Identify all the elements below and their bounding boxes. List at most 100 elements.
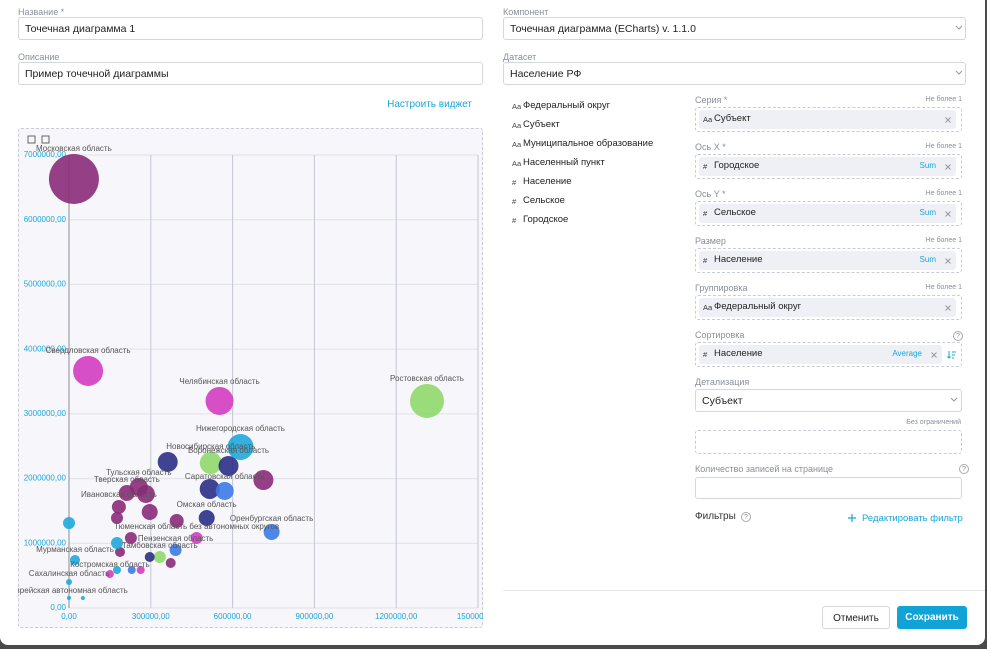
cancel-button[interactable]: Отменить bbox=[822, 606, 890, 629]
point-label: Ивановская область bbox=[81, 490, 157, 499]
description-input[interactable]: Пример точечной диаграммы bbox=[18, 62, 483, 85]
slot-drop[interactable] bbox=[695, 342, 962, 367]
bubble bbox=[114, 546, 125, 557]
bubble bbox=[215, 481, 234, 500]
page-size-input[interactable] bbox=[695, 477, 962, 499]
bubble bbox=[144, 552, 155, 563]
bubble bbox=[169, 544, 182, 557]
bubble bbox=[199, 478, 220, 499]
component-select[interactable]: Точечная диаграмма (ECharts) v. 1.1.0 bbox=[503, 17, 966, 40]
y-tick-label: 7000000,00 bbox=[24, 150, 67, 159]
chip-icon: Aa bbox=[703, 303, 713, 312]
bubble bbox=[69, 554, 80, 565]
bubble bbox=[263, 523, 280, 540]
chevron bbox=[955, 25, 963, 30]
bubble bbox=[169, 513, 184, 528]
detail-label: Детализация bbox=[695, 377, 750, 387]
remove-icon[interactable] bbox=[944, 116, 952, 124]
point-label: Тверская область bbox=[94, 475, 160, 484]
field-name[interactable]: Население bbox=[523, 176, 572, 187]
field-name[interactable]: Субъект bbox=[523, 119, 560, 130]
bubble bbox=[127, 566, 136, 575]
chart: 0,00 1000000,00 2000000,00 3000000,00 400000… bbox=[18, 135, 483, 621]
remove-icon[interactable] bbox=[930, 351, 938, 359]
y-tick-label: 0,00 bbox=[50, 603, 66, 612]
bubble bbox=[110, 511, 123, 524]
edit-filter[interactable]: Редактировать фильтр bbox=[862, 513, 963, 524]
chip-field: Городское bbox=[714, 160, 760, 171]
chip-agg[interactable]: Sum bbox=[919, 208, 936, 217]
bubble bbox=[110, 536, 123, 549]
slot-drop[interactable] bbox=[695, 248, 962, 273]
field-chip[interactable] bbox=[699, 298, 956, 317]
field-chip[interactable] bbox=[699, 204, 956, 223]
slot-limit: Не более 1 bbox=[925, 143, 962, 150]
slot-drop[interactable] bbox=[695, 201, 962, 226]
configure-link[interactable]: Настроить виджет bbox=[387, 99, 472, 110]
slot-label: Ось X * bbox=[695, 142, 726, 152]
save-button[interactable]: Сохранить bbox=[897, 606, 967, 629]
chip-icon: # bbox=[703, 350, 708, 359]
help-icon: ? bbox=[741, 512, 751, 522]
point-label: Свердловская область bbox=[46, 346, 131, 355]
toolbar[interactable] bbox=[27, 135, 50, 144]
field-chip[interactable] bbox=[699, 110, 956, 129]
field-name[interactable]: Сельское bbox=[523, 195, 565, 206]
slot-drop[interactable] bbox=[695, 295, 962, 320]
x-tick-label: 900000,00 bbox=[295, 612, 333, 621]
bubble bbox=[73, 355, 104, 386]
field-name[interactable]: Муниципальное образование bbox=[523, 138, 654, 149]
field-chip[interactable] bbox=[699, 251, 956, 270]
slot-drop[interactable] bbox=[695, 107, 962, 132]
slot-label: Группировка bbox=[695, 283, 748, 293]
point-label: Саратовская область bbox=[185, 472, 265, 481]
bubble bbox=[136, 566, 145, 575]
bubble bbox=[118, 485, 135, 502]
bubble bbox=[218, 455, 239, 476]
point-label: Челябинская область bbox=[179, 377, 259, 386]
remove-icon[interactable] bbox=[944, 163, 952, 171]
field-name[interactable]: Городское bbox=[523, 214, 569, 225]
name-label: Название * bbox=[18, 7, 65, 17]
point-label: Еврейская автономная область bbox=[18, 586, 128, 595]
point-label: Новосибирская область bbox=[166, 442, 255, 451]
sort-icon[interactable] bbox=[947, 350, 957, 360]
remove-icon[interactable] bbox=[944, 210, 952, 218]
remove-icon[interactable] bbox=[944, 304, 952, 312]
chip-agg[interactable]: Sum bbox=[919, 161, 936, 170]
slot-label: Ось Y * bbox=[695, 189, 726, 199]
slot-drop[interactable] bbox=[695, 154, 962, 179]
bubble bbox=[136, 484, 155, 503]
chip-agg[interactable]: Sum bbox=[919, 255, 936, 264]
slot-limit: Не более 1 bbox=[925, 237, 962, 244]
chip-icon: Aa bbox=[703, 115, 713, 124]
y-tick-label: 4000000,00 bbox=[24, 344, 67, 353]
chip-field: Население bbox=[714, 254, 763, 265]
field-chip[interactable] bbox=[699, 157, 956, 176]
field-chip[interactable] bbox=[699, 345, 942, 364]
field-name[interactable]: Населенный пункт bbox=[523, 157, 605, 168]
chip-agg[interactable]: Average bbox=[892, 349, 922, 358]
remove-icon[interactable] bbox=[944, 257, 952, 265]
description-label: Описание bbox=[18, 52, 60, 62]
bubble bbox=[199, 451, 222, 474]
y-tick-label: 3000000,00 bbox=[24, 409, 67, 418]
slot-limit: Не более 1 bbox=[925, 190, 962, 197]
bubble bbox=[165, 557, 176, 568]
y-tick-label: 1000000,00 bbox=[24, 538, 67, 547]
bubble bbox=[253, 469, 274, 490]
page-size-label: Количество записей на странице bbox=[695, 464, 834, 474]
plus-icon bbox=[848, 514, 856, 522]
name-input[interactable]: Точечная диаграмма 1 bbox=[18, 17, 483, 40]
detail-select[interactable]: Субъект bbox=[695, 389, 962, 412]
bubble bbox=[63, 516, 75, 529]
point-label: Ростовская область bbox=[390, 374, 464, 383]
bubble bbox=[80, 595, 85, 600]
chip-field: Федеральный округ bbox=[714, 301, 802, 312]
dataset-select[interactable]: Население РФ bbox=[503, 62, 966, 85]
point-label: Московская область bbox=[36, 144, 112, 153]
field-icon: # bbox=[512, 178, 517, 187]
detail-drop[interactable] bbox=[695, 430, 962, 454]
bubble bbox=[65, 578, 73, 585]
field-name[interactable]: Федеральный округ bbox=[523, 100, 611, 111]
